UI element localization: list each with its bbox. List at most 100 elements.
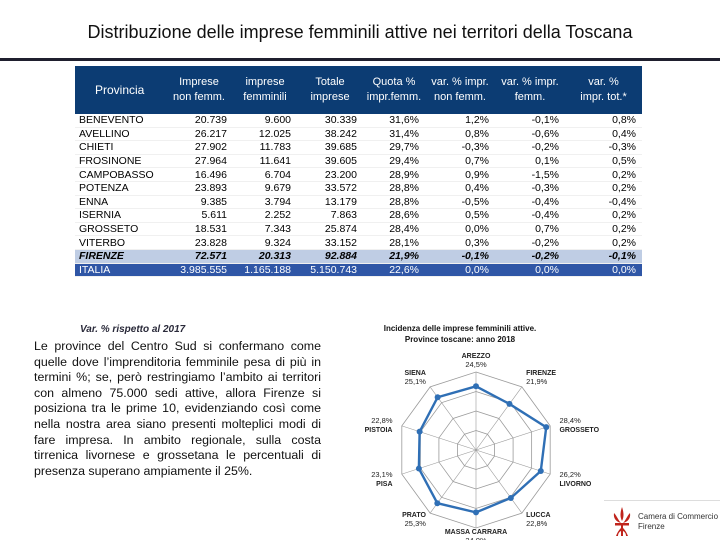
table-row: GROSSETO 18.531 7.343 25.874 28,4% 0,0% 0,7% 0,… [75,222,642,237]
value-cell: 25.874 [297,222,363,237]
value-cell: -0,2% [495,235,565,250]
header-line: Totale [315,76,345,88]
province-name-cell: FROSINONE [75,154,165,169]
radar-point [416,428,423,435]
radar-series-line [417,385,548,514]
radar-point [506,400,513,407]
radar-spoke [401,449,477,475]
radar-category-label: LUCCA [526,512,551,519]
province-table: Provincia Imprese non femm. imprese femminil… [75,66,642,324]
radar-value-label: 22,8% [371,416,393,425]
value-cell: 39.605 [297,154,363,169]
header-line: non femm. [173,91,225,103]
value-cell: 6.704 [233,167,297,182]
header-provincia: Provincia [75,66,165,114]
value-cell: 0,5% [565,154,642,169]
value-cell: 2.252 [233,208,297,223]
radar-category-label: GROSSETO [559,427,599,434]
commentary-text: Le province del Centro Sud si confermano… [34,339,321,478]
value-cell: 20.313 [233,249,297,264]
value-cell: -0,6% [495,127,565,142]
value-cell: 28,8% [363,181,425,196]
radar-value-label: 22,8% [526,519,548,528]
chart-subtitle: Province toscane: anno 2018 [405,335,516,344]
title-divider [0,58,720,61]
value-cell: 0,8% [425,127,495,142]
table-row: POTENZA 23.893 9.679 33.572 28,8% 0,4% -0,3% 0,… [75,181,642,196]
value-cell: -0,1% [425,249,495,264]
table-row: AVELLINO 26.217 12.025 38.242 31,4% 0,8% -0,6%… [75,127,642,142]
radar-point [434,500,441,507]
value-cell: 9.679 [233,181,297,196]
value-cell: 1,2% [425,114,495,128]
value-cell: 38.242 [297,127,363,142]
radar-chart: Incidenza delle imprese femminili attive… [365,324,600,540]
value-cell: -0,3% [425,140,495,155]
radar-value-label: 24,0% [465,536,487,540]
value-cell: 30.339 [297,114,363,128]
value-cell: -0,2% [495,140,565,155]
value-cell: 9.385 [165,195,233,210]
value-cell: 0,4% [565,127,642,142]
page-title: Distribuzione delle imprese femminili at… [87,22,633,42]
table-row: VITERBO 23.828 9.324 33.152 28,1% 0,3% -0,2% 0,… [75,235,642,250]
value-cell: 22,6% [363,263,425,278]
table-header-row: Provincia Imprese non femm. imprese femminil… [75,66,642,114]
radar-category-label: AREZZO [462,353,491,360]
radar-point [415,465,422,472]
value-cell: 28,8% [363,195,425,210]
header-line: impr. tot.* [580,91,627,103]
value-cell: 31,6% [363,114,425,128]
value-cell: 9.600 [233,114,297,128]
radar-point [507,494,514,501]
value-cell: 29,7% [363,140,425,155]
header-line: imprese [245,76,285,88]
value-cell: 0,7% [425,154,495,169]
header-col-7: var. % impr. tot.* [565,66,642,114]
value-cell: 23.828 [165,235,233,250]
radar-value-label: 24,5% [465,360,487,369]
value-cell: 0,0% [565,263,642,278]
value-cell: 16.496 [165,167,233,182]
value-cell: -1,5% [495,167,565,182]
header-col-2: imprese femminili [233,66,297,114]
radar-spoke [475,449,551,475]
header-line: femminili [243,91,287,103]
value-cell: -0,4% [495,195,565,210]
header-col-1: Imprese non femm. [165,66,233,114]
radar-category-label: FIRENZE [526,370,556,377]
province-name-cell: AVELLINO [75,127,165,142]
radar-category-label: LIVORNO [559,481,591,488]
value-cell: 28,4% [363,222,425,237]
value-cell: 28,9% [363,167,425,182]
radar-category-label: MASSA CARRARA [445,529,507,536]
table-row: ITALIA 3.985.555 1.165.188 5.150.743 22,6% 0,… [75,263,642,278]
radar-spoke [475,425,551,451]
value-cell: 12.025 [233,127,297,142]
table-row: CAMPOBASSO 16.496 6.704 23.200 28,9% 0,9% -1,5… [75,167,642,182]
province-name-cell: ISERNIA [75,208,165,223]
header-line: imprese [310,91,350,103]
province-name-cell: GROSSETO [75,222,165,237]
value-cell: 5.611 [165,208,233,223]
province-name-cell: POTENZA [75,181,165,196]
value-cell: 0,9% [425,167,495,182]
radar-point [473,509,479,516]
radar-value-label: 25,3% [405,519,427,528]
value-cell: 7.343 [233,222,297,237]
value-cell: -0,4% [495,208,565,223]
province-name-cell: CAMPOBASSO [75,167,165,182]
province-name-cell: CHIETI [75,140,165,155]
value-cell: 27.964 [165,154,233,169]
radar-value-label: 21,9% [526,377,548,386]
table-row: ISERNIA 5.611 2.252 7.863 28,6% 0,5% -0,4% 0,2% [75,208,642,223]
province-name-cell: FIRENZE [75,249,165,264]
radar-category-label: SIENA [405,370,426,377]
value-cell: 0,8% [565,114,642,128]
value-cell: -0,3% [565,140,642,155]
value-cell: 0,3% [425,235,495,250]
header-line: var. % [588,76,619,88]
value-cell: 0,0% [425,222,495,237]
value-cell: 9.324 [233,235,297,250]
radar-category-label: PISA [376,481,392,488]
